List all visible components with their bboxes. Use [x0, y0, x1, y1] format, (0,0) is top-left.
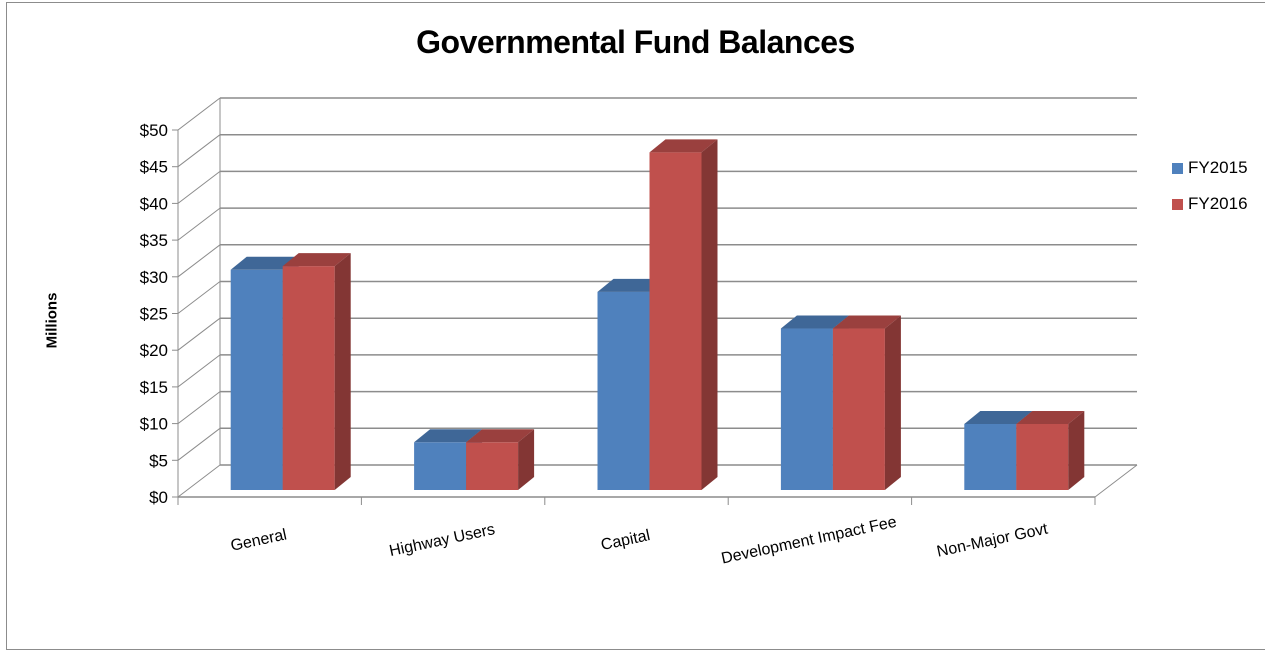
legend-item-series-1: FY2015	[1172, 150, 1248, 186]
y-tick-label: $20	[140, 341, 168, 360]
bar-top	[964, 410, 1033, 424]
side-gridline	[177, 464, 221, 498]
bar-top	[1016, 410, 1085, 424]
y-tick-label: $10	[140, 415, 168, 434]
bar-top	[230, 256, 299, 270]
bar-top	[649, 139, 718, 153]
y-tick-label: $25	[140, 305, 168, 324]
y-tick-label: $50	[140, 121, 168, 140]
bar-front	[597, 291, 650, 490]
bar-side	[1068, 410, 1085, 490]
bar-side	[884, 315, 901, 490]
bar-top	[832, 315, 901, 329]
y-tick-label: $35	[140, 231, 168, 250]
bar-front	[832, 328, 885, 490]
legend-swatch-series-1	[1172, 162, 1183, 174]
bar-front	[649, 152, 702, 491]
y-tick-label: $15	[140, 378, 168, 397]
side-gridline	[177, 244, 221, 278]
bar-front	[964, 423, 1017, 490]
x-tick-label: Highway Users	[388, 521, 497, 560]
side-gridline	[177, 207, 221, 241]
bar-side	[334, 253, 351, 490]
bar-front	[780, 328, 833, 490]
bar-top	[282, 253, 351, 267]
x-tick-label: Development Impact Fee	[720, 514, 898, 568]
side-gridline	[177, 354, 221, 388]
bar-top	[597, 278, 666, 292]
bar-top	[414, 429, 483, 443]
y-tick-label: $0	[149, 488, 168, 507]
y-tick-label: $45	[140, 158, 168, 177]
floor-right-edge	[1094, 464, 1138, 498]
x-tick-label: General	[229, 526, 288, 554]
legend-item-series-2: FY2016	[1172, 186, 1248, 222]
bar-front	[282, 266, 335, 490]
legend: FY2015 FY2016	[1172, 150, 1248, 222]
bar-front	[466, 442, 519, 490]
side-gridline	[177, 97, 221, 131]
bar-front	[414, 442, 467, 490]
bar-front	[1016, 423, 1069, 490]
side-gridline	[177, 281, 221, 314]
bar-side	[518, 429, 535, 490]
x-tick-label: Capital	[599, 527, 651, 554]
x-tick-label: Non-Major Govt	[935, 520, 1050, 560]
y-tick-label: $30	[140, 268, 168, 287]
chart-frame	[6, 2, 1265, 650]
y-tick-label: $40	[140, 194, 168, 213]
side-gridline	[177, 134, 221, 168]
bar-top	[466, 429, 535, 443]
bar-front	[230, 269, 283, 490]
bar-side	[701, 139, 718, 491]
side-gridline	[177, 317, 221, 351]
chart-title: Governmental Fund Balances	[416, 24, 855, 60]
side-gridline	[177, 427, 221, 461]
legend-label-series-2: FY2016	[1188, 194, 1248, 213]
legend-label-series-1: FY2015	[1188, 158, 1248, 177]
side-gridline	[177, 171, 221, 204]
bar-top	[780, 315, 849, 329]
side-gridline	[177, 391, 221, 424]
legend-swatch-series-2	[1172, 198, 1183, 210]
y-tick-label: $5	[149, 451, 168, 470]
